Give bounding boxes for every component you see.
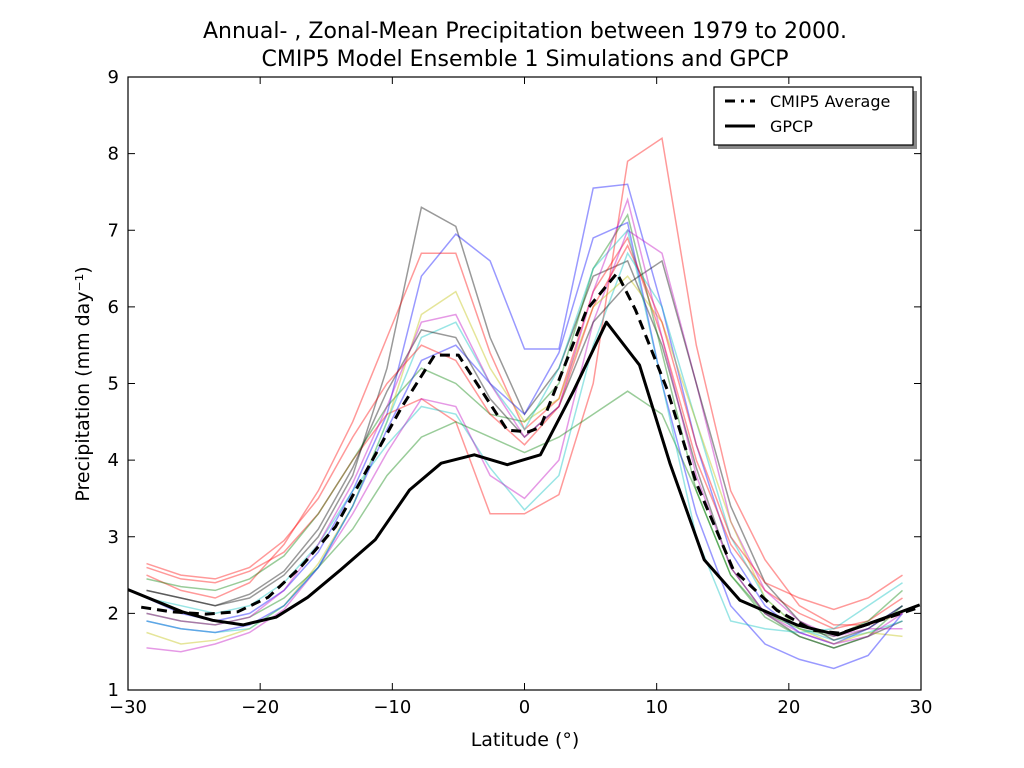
- x-axis-label: Latitude (°): [471, 729, 580, 751]
- ensemble-member-line-14: [146, 197, 903, 645]
- y-tick-label: 8: [108, 144, 119, 165]
- chart-title-line-2: CMIP5 Model Ensemble 1 Simulations and G…: [262, 47, 789, 72]
- ensemble-member-line-13: [146, 243, 903, 611]
- x-tick-label: −20: [241, 697, 279, 718]
- y-axis-label: Precipitation (mm day⁻¹): [72, 266, 94, 501]
- y-tick-label: 1: [108, 680, 119, 701]
- y-tick-label: 4: [108, 450, 119, 471]
- x-tick-label: −30: [109, 697, 147, 718]
- ensemble-member-line-4: [146, 236, 903, 630]
- y-tick-label: 2: [108, 603, 119, 624]
- legend: CMIP5 Average GPCP: [713, 86, 917, 149]
- gpcp-line: [127, 320, 921, 637]
- x-tick-label: 20: [777, 697, 800, 718]
- x-tick-label: −10: [373, 697, 411, 718]
- ensemble-members: [146, 137, 904, 670]
- y-tick-label: 6: [108, 297, 119, 318]
- ensemble-member-line-5: [146, 213, 903, 638]
- ensemble-member-line-1: [146, 206, 903, 649]
- ensemble-member-line-9: [146, 390, 903, 649]
- ensemble-member-line-3: [146, 137, 903, 626]
- ensemble-member-line-12: [146, 259, 903, 642]
- legend-label-gpcp: GPCP: [770, 117, 813, 136]
- x-tick-label: 10: [645, 697, 668, 718]
- y-tick-label: 3: [108, 527, 119, 548]
- ensemble-member-line-7: [146, 229, 903, 653]
- y-tick-label: 5: [108, 374, 119, 395]
- legend-label-cmip5-average: CMIP5 Average: [770, 92, 890, 111]
- legend-box: [713, 86, 914, 146]
- axis-ticks: −30 −20 −10 0 10 20 30 1 2 3 4 5 6 7 8 9: [108, 67, 933, 718]
- y-tick-label: 7: [108, 220, 119, 241]
- cmip5-average-line: [140, 271, 921, 635]
- ensemble-member-line-6: [146, 251, 903, 641]
- main-series: [127, 271, 921, 637]
- x-tick-label: 0: [519, 697, 530, 718]
- y-tick-label: 9: [108, 67, 119, 88]
- ensemble-member-line-10: [146, 221, 904, 670]
- x-tick-label: 30: [910, 697, 933, 718]
- chart-title-line-1: Annual- , Zonal-Mean Precipitation betwe…: [203, 19, 847, 44]
- ensemble-member-line-11: [146, 228, 903, 634]
